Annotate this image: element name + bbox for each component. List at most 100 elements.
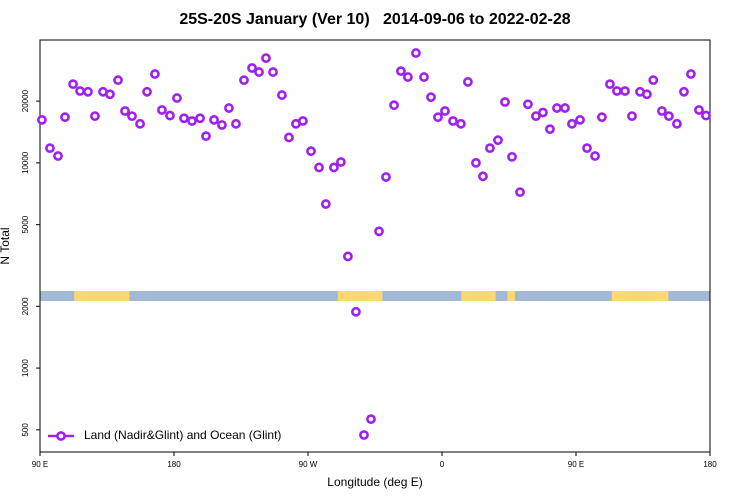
data-point [37,114,47,125]
data-point [389,100,399,111]
data-point [217,120,227,130]
data-point [694,105,704,115]
legend-marker [56,431,66,441]
x-tick-label: 90 W [299,460,318,469]
data-point [179,113,189,124]
data-point [411,48,421,58]
data-point [374,226,384,237]
data-point [120,106,130,116]
data-point [641,89,652,100]
data-point [83,86,93,97]
data-point [403,72,413,82]
y-tick-label: 5000 [21,215,30,233]
data-point [552,103,562,113]
data-point [500,97,510,107]
data-point [172,93,182,103]
data-point [627,111,637,122]
x-tick-label: 180 [167,460,181,469]
data-point [478,171,488,182]
data-point [538,107,548,118]
data-point [597,112,607,123]
data-point [231,118,241,129]
data-point [448,116,458,126]
data-point [463,77,473,87]
data-point [127,111,137,122]
data-point [456,118,466,129]
data-point [590,151,600,161]
data-point [320,199,331,209]
land-segment [337,291,383,301]
data-point [612,86,622,96]
x-tick-label: 0 [440,460,445,469]
y-axis-label: N Total [0,227,12,264]
data-point [254,67,264,77]
y-tick-label: 2000 [21,297,30,315]
data-point [686,69,696,79]
data-point [664,111,674,122]
data-point [515,187,525,198]
data-point [224,103,234,113]
data-point [261,53,271,64]
data-point [90,111,100,122]
data-point [620,86,630,96]
data-point [485,143,495,154]
data-point [314,162,324,173]
land-segment [611,291,669,301]
data-point [329,162,339,173]
data-point [679,86,689,97]
data-point [268,67,278,77]
data-point [440,106,450,116]
y-tick-label: 1000 [21,359,30,377]
data-point [419,72,429,82]
data-point [135,118,145,129]
data-point [426,92,436,103]
data-point [701,110,711,121]
data-point [239,75,249,86]
data-point [157,105,167,115]
data-point [396,66,406,77]
y-tick-label: 500 [21,423,30,437]
data-point [45,143,55,154]
data-point [648,75,659,86]
data-point [471,157,481,168]
land-segment [74,291,130,301]
data-point [298,116,308,126]
data-point [284,132,294,143]
data-point [60,112,70,123]
land-segment [461,291,496,301]
data-point [150,69,160,79]
data-point [433,112,443,123]
land-segment [507,291,515,301]
data-point [343,251,353,262]
y-tick-label: 10000 [21,151,30,174]
data-point [306,146,316,157]
x-tick-label: 90 E [568,460,584,469]
data-point [359,430,369,440]
data-point [195,113,205,124]
data-point [523,99,533,110]
data-point [507,151,517,162]
data-point [567,118,577,129]
data-point [381,172,391,182]
y-tick-label: 20000 [21,89,30,112]
legend-label: Land (Nadir&Glint) and Ocean (Glint) [84,428,281,442]
data-point [105,89,115,100]
chart-title: 25S-20S January (Ver 10) 2014-09-06 to 2… [179,11,570,28]
data-point [142,86,152,97]
data-point [53,151,63,161]
data-point [187,116,197,126]
data-point [247,63,257,73]
x-tick-label: 180 [703,460,717,469]
data-point [209,114,219,125]
data-point [351,306,361,317]
data-point [165,110,175,121]
data-point [657,106,667,116]
data-point [366,414,376,425]
data-point [113,75,123,86]
data-point [277,90,287,100]
data-point [545,124,555,135]
data-point [68,79,78,90]
data-point [201,131,211,142]
x-axis-label: Longitude (deg E) [327,475,422,489]
